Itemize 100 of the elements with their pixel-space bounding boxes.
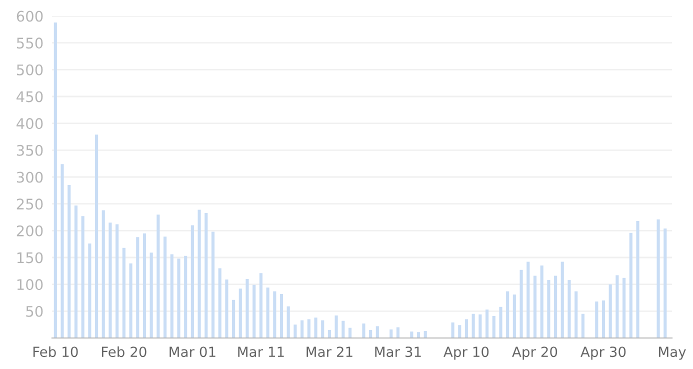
y-tick-label: 100: [17, 279, 43, 290]
bar: [554, 276, 558, 338]
y-tick-label: 50: [26, 306, 43, 317]
bar: [478, 314, 482, 338]
y-tick-label: 500: [16, 64, 43, 76]
bar: [307, 319, 310, 338]
x-tick-label: Apr 10: [444, 346, 489, 360]
bar: [547, 280, 550, 338]
bar: [574, 291, 578, 338]
bar: [485, 310, 489, 338]
bar: [533, 276, 537, 338]
bar: [218, 268, 222, 338]
bar: [321, 320, 324, 338]
bar: [492, 316, 496, 338]
bar: [300, 320, 304, 338]
bar: [396, 327, 400, 338]
bar: [94, 134, 98, 338]
x-tick-label: Mar 21: [306, 346, 352, 358]
bar: [74, 205, 78, 338]
bar: [190, 225, 194, 338]
bar: [328, 330, 331, 338]
bar: [142, 233, 146, 338]
bar: [232, 300, 236, 338]
bar: [225, 280, 228, 338]
bar: [512, 294, 516, 338]
bar: [280, 294, 284, 338]
bar: [273, 291, 276, 338]
y-tick-label: 550: [16, 38, 43, 49]
bar: [108, 222, 112, 338]
bar: [520, 270, 523, 338]
x-tick-label: Mar 01: [170, 346, 216, 358]
y-tick-label: 300: [16, 172, 43, 183]
bar: [170, 254, 174, 338]
bar: [636, 221, 640, 338]
bar: [410, 332, 414, 338]
y-tick-label: 250: [16, 198, 43, 210]
bar: [156, 214, 160, 338]
bar: [622, 278, 626, 338]
y-tick-label: 400: [16, 118, 43, 130]
bar: [540, 266, 544, 338]
bar: [664, 228, 667, 338]
bar: [68, 185, 71, 338]
x-tick-label: Mar 31: [375, 346, 421, 358]
bar: [451, 322, 454, 338]
bar: [506, 291, 510, 338]
bar: [259, 273, 262, 338]
bar: [560, 262, 564, 338]
bar: [54, 22, 57, 338]
bar: [286, 306, 290, 338]
bar: [136, 237, 140, 338]
bar: [204, 212, 208, 338]
y-tick-label: 150: [17, 252, 43, 264]
bar: [266, 288, 270, 338]
bar: [424, 331, 427, 338]
bar: [472, 314, 475, 338]
bar: [390, 329, 393, 338]
bar: [656, 219, 660, 338]
bar: [177, 258, 180, 338]
y-tick-label: 450: [16, 91, 43, 102]
bar: [184, 256, 188, 338]
bar: [464, 319, 468, 338]
x-tick-label: Apr 30: [580, 346, 626, 360]
bar: [334, 315, 338, 338]
bar: [314, 318, 318, 338]
bar: [238, 288, 242, 338]
x-tick-label: May: [659, 346, 686, 360]
bar: [568, 280, 571, 338]
bar: [342, 320, 345, 338]
bar: [458, 325, 462, 338]
x-tick-label: Mar 11: [238, 346, 284, 358]
bar: [60, 164, 64, 338]
bar: [416, 332, 420, 338]
bar: [163, 236, 167, 338]
bar: [81, 216, 84, 338]
bar: [608, 284, 612, 338]
bar: [211, 232, 215, 338]
bar: [499, 306, 502, 338]
bar: [629, 232, 632, 338]
bar: [369, 330, 372, 338]
bar: [198, 210, 201, 338]
bar: [526, 262, 530, 338]
bar: [129, 263, 132, 338]
bar: [252, 284, 256, 338]
bar: [102, 210, 105, 338]
y-tick-label: 200: [16, 225, 43, 236]
y-tick-label: 350: [16, 144, 43, 156]
bar: [88, 244, 92, 338]
bar: [595, 302, 598, 338]
bar: [362, 324, 366, 338]
bar: [376, 326, 379, 338]
x-tick-label: Apr 20: [512, 346, 558, 360]
bar: [602, 300, 606, 338]
bar: [348, 328, 352, 338]
bar: [150, 252, 153, 338]
bar: [294, 324, 297, 338]
bar: [122, 248, 126, 338]
bar: [246, 278, 249, 338]
x-tick-label: Feb 10: [33, 346, 78, 358]
y-tick-label: 600: [16, 10, 43, 22]
bar: [581, 314, 584, 338]
